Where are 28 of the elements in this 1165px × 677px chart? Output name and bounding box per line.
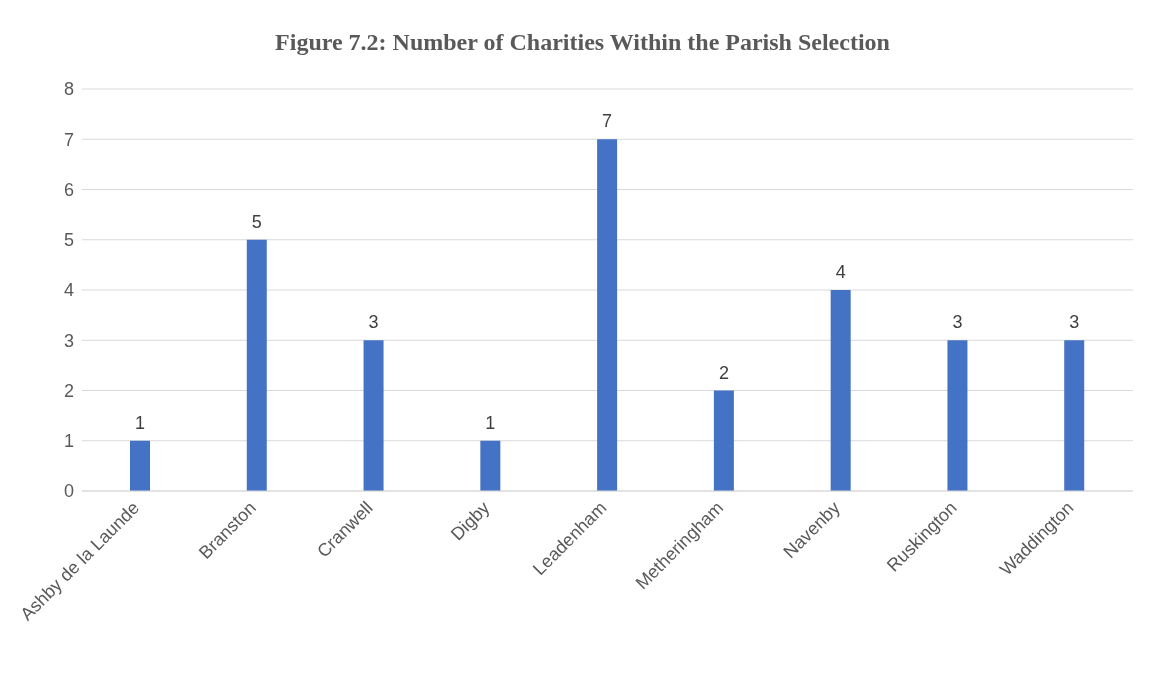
y-tick-label: 6 <box>63 179 74 200</box>
data-label: 2 <box>718 362 729 383</box>
data-label: 5 <box>251 211 262 232</box>
bar <box>597 139 618 491</box>
bar <box>363 340 384 491</box>
y-tick-label: 0 <box>63 481 74 502</box>
bar <box>480 440 501 491</box>
y-tick-label: 3 <box>63 330 74 351</box>
bar <box>947 340 968 491</box>
bar <box>830 290 851 491</box>
data-label: 3 <box>952 312 963 333</box>
data-label: 1 <box>485 412 496 433</box>
y-tick-label: 2 <box>63 380 74 401</box>
y-tick-label: 5 <box>63 230 74 251</box>
data-label: 3 <box>1069 312 1080 333</box>
data-label: 7 <box>602 111 613 132</box>
y-tick-label: 7 <box>63 129 74 150</box>
y-tick-label: 8 <box>63 79 74 100</box>
bar <box>713 390 734 491</box>
data-label: 3 <box>368 312 379 333</box>
bar <box>246 239 267 491</box>
y-tick-label: 4 <box>63 280 74 301</box>
chart-title: Figure 7.2: Number of Charities Within the Parish Selection <box>274 27 891 57</box>
data-label: 4 <box>835 262 846 282</box>
bar <box>130 440 150 491</box>
data-label: 1 <box>134 412 146 433</box>
bar <box>1064 340 1085 491</box>
y-tick-label: 1 <box>63 431 74 452</box>
